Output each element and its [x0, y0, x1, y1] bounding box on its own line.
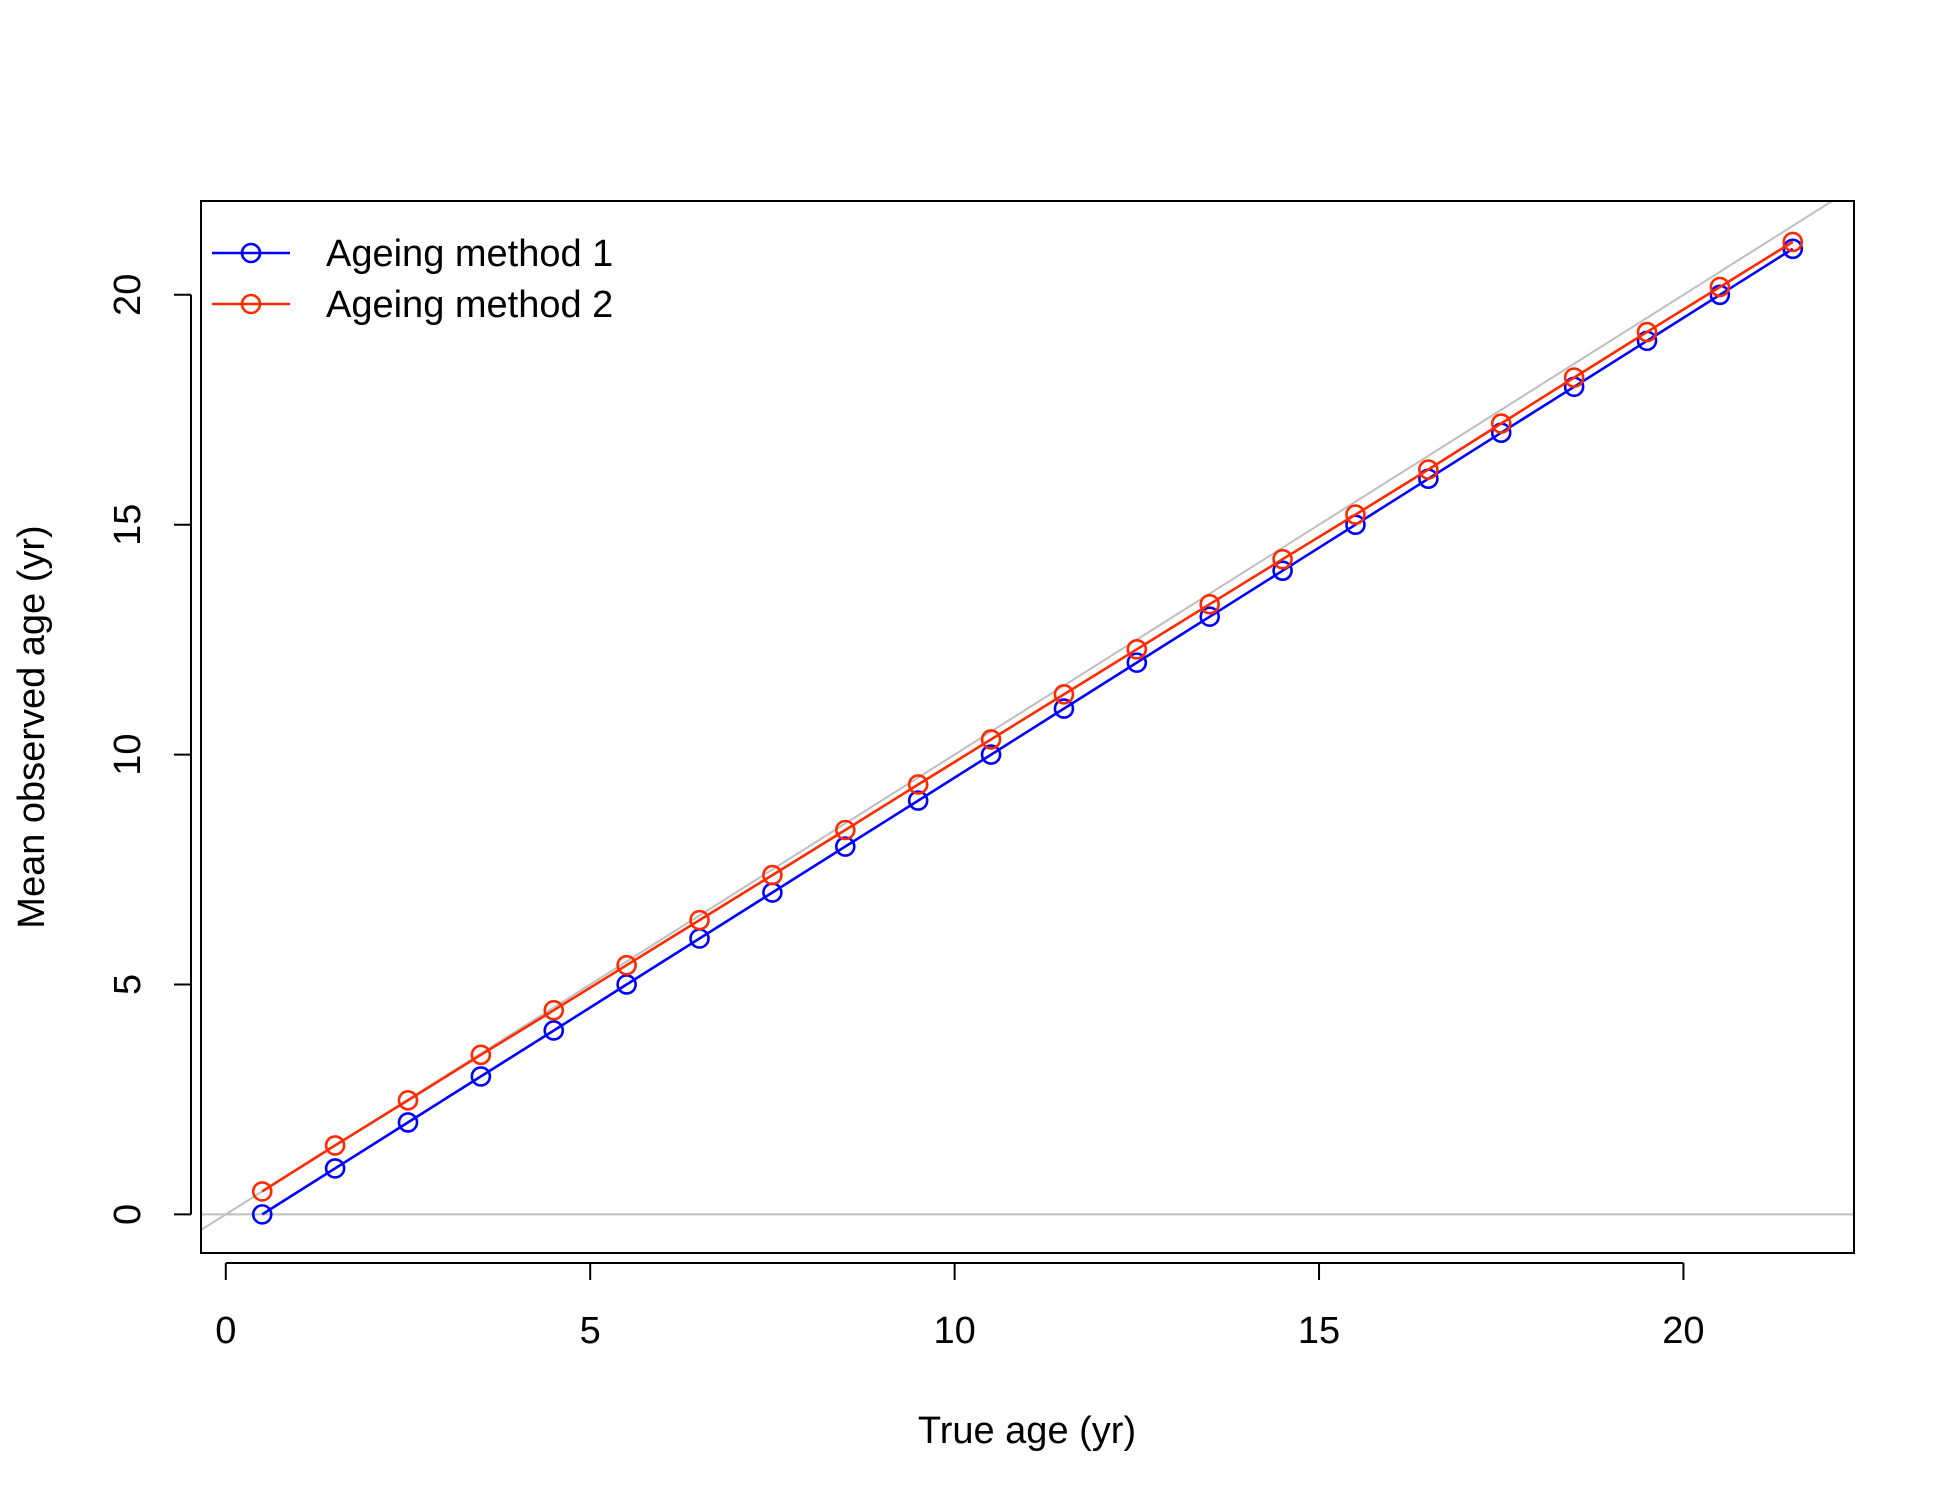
x-tick-label: 10: [933, 1310, 975, 1352]
series-2-point: [1272, 548, 1293, 570]
series-2-point: [1053, 684, 1075, 705]
series-2-point: [1345, 504, 1366, 525]
series-1-point: [1053, 698, 1075, 719]
legend: Ageing method 1 Ageing method 2: [212, 233, 613, 326]
series-2-point: [251, 1181, 273, 1202]
series-2-point: [397, 1090, 419, 1111]
series-2-point: [689, 909, 710, 931]
x-tick-label: 20: [1662, 1310, 1704, 1352]
series-2-point: [616, 954, 637, 976]
series-2-point: [834, 819, 856, 841]
y-tick-label: 20: [107, 274, 149, 316]
legend-item-1: Ageing method 1: [212, 233, 613, 275]
series-1-point: [1272, 560, 1293, 581]
legend-label: Ageing method 2: [326, 284, 613, 326]
series-2-point: [980, 729, 1002, 750]
series-2-point: [762, 864, 783, 886]
series-2-point: [1709, 276, 1731, 298]
y-tick-label: 5: [107, 974, 149, 995]
series-layer: [251, 231, 1804, 1225]
series-2-point: [1418, 459, 1439, 480]
series-1-point: [1199, 606, 1221, 627]
series-2-point: [1490, 413, 1512, 434]
y-axis: 0 5 10 15 20: [107, 274, 192, 1225]
series-2: [251, 231, 1804, 1202]
series-2-point: [1636, 321, 1658, 343]
y-tick-label: 10: [107, 733, 149, 775]
series-2-point: [1563, 367, 1585, 388]
x-tick-label: 5: [580, 1310, 601, 1352]
series-1-point: [397, 1112, 419, 1133]
series-2-point: [1126, 638, 1148, 660]
series-1-point: [543, 1020, 565, 1041]
legend-marker-swatch: [240, 293, 262, 315]
series-1-point: [980, 744, 1002, 765]
series-1-point: [324, 1158, 346, 1179]
y-tick-label: 0: [107, 1204, 149, 1225]
series-1-point: [907, 790, 929, 811]
series-1-point: [470, 1066, 492, 1087]
x-axis-label: True age (yr): [918, 1410, 1136, 1452]
series-1: [251, 238, 1804, 1225]
y-tick-label: 15: [107, 504, 149, 546]
series-2-point: [907, 774, 929, 795]
series-1-point: [834, 836, 856, 857]
series-2-point: [470, 1044, 492, 1066]
series-2-line: [261, 240, 1794, 1193]
legend-label: Ageing method 1: [326, 233, 613, 275]
x-tick-label: 15: [1298, 1310, 1340, 1352]
plot-area-frame: [200, 200, 1855, 1254]
series-2-point: [543, 999, 565, 1021]
legend-marker-swatch: [240, 242, 262, 264]
y-axis-label: Mean observed age (yr): [11, 525, 53, 928]
x-tick-label: 0: [215, 1310, 236, 1352]
series-1-point: [251, 1204, 273, 1225]
series-2-point: [324, 1135, 346, 1156]
series-2-point: [1782, 231, 1804, 253]
x-axis: 0 5 10 15 20: [215, 1262, 1705, 1352]
series-1-point: [616, 974, 637, 995]
series-1-line: [261, 247, 1794, 1216]
series-1-point: [1126, 652, 1148, 673]
series-2-point: [1199, 593, 1221, 615]
legend-item-2: Ageing method 2: [212, 284, 613, 326]
